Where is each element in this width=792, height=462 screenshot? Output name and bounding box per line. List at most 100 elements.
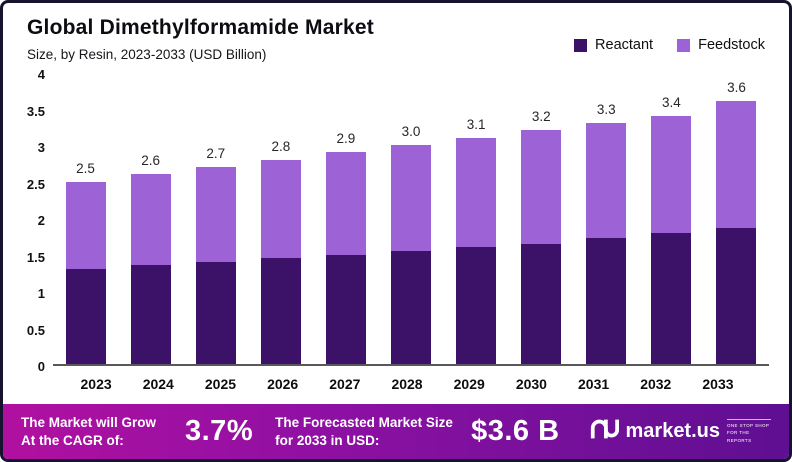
cagr-label: The Market will Grow At the CAGR of: (21, 414, 157, 448)
y-axis-tick-label: 2.5 (26, 176, 45, 192)
bar-total-label: 2.6 (141, 153, 161, 169)
bar-segment-feedstock (716, 101, 757, 228)
bar-group: 2.6 (118, 88, 183, 364)
bar-total-label: 3.1 (466, 116, 486, 132)
y-axis-tick-label: 3 (37, 140, 45, 155)
bar-segment-reactant (716, 227, 757, 364)
x-axis-label: 2032 (640, 376, 672, 392)
bar-segment-feedstock (391, 145, 432, 251)
bar-group: 2.7 (183, 88, 248, 364)
plot-row: 0 0.5 1 1.5 2 2.5 3 3.5 4 2.5 2.6 2.7 2.8 2.9 3.0 3.1 3… (15, 67, 769, 374)
x-axis-label: 2025 (204, 376, 237, 392)
x-axis-label: 2029 (453, 376, 485, 392)
bar-segment-reactant (65, 269, 106, 364)
legend-label: Reactant (595, 37, 654, 53)
x-axis-labels: 2023 2024 2025 2026 2027 2028 2029 2030 2031 2032… (65, 376, 749, 392)
y-axis: 0 0.5 1 1.5 2 2.5 3 3.5 4 (15, 67, 53, 374)
bar-group: 3.3 (574, 88, 639, 364)
bar-group: 3.2 (509, 88, 574, 364)
bar-total-label: 3.6 (727, 80, 746, 96)
footer-banner: The Market will Grow At the CAGR of: 3.7… (3, 404, 789, 459)
x-axis-label: 2024 (142, 376, 174, 392)
forecast-label: The Forecasted Market Size for 2033 in U… (275, 414, 453, 448)
x-axis-label: 2028 (391, 376, 423, 392)
x-axis-label: 2033 (702, 376, 734, 392)
forecast-value: $3.6 B (471, 415, 560, 447)
header: Global Dimethylformamide Market Size, by… (3, 3, 789, 62)
bar-group: 2.9 (313, 88, 378, 364)
bar-segment-reactant (456, 247, 497, 364)
legend-label: Feedstock (698, 37, 765, 53)
bar-stack (65, 181, 106, 364)
bar-stack (456, 137, 497, 364)
legend-item-feedstock: Feedstock (677, 28, 765, 62)
reactant-swatch-icon (574, 38, 588, 52)
market-us-logo-icon (589, 418, 619, 445)
x-axis-spacer (27, 376, 65, 392)
x-axis: 2023 2024 2025 2026 2027 2028 2029 2030 2031 2032… (15, 366, 769, 404)
bar-segment-feedstock (521, 130, 562, 244)
y-axis-tick-label: 1 (37, 286, 45, 301)
brand-logo: market.us One Stop Shop For The Reports (589, 418, 771, 445)
bar-segment-feedstock (130, 174, 171, 266)
bar-total-label: 2.8 (271, 138, 291, 154)
bar-stack (651, 115, 692, 364)
bar-stack (391, 145, 432, 364)
bar-group: 3.1 (444, 88, 509, 364)
y-axis-tick-label: 4 (37, 67, 45, 82)
y-axis-tick-label: 3.5 (26, 103, 45, 119)
bar-segment-feedstock (456, 137, 497, 248)
bar-segment-reactant (586, 238, 627, 364)
bar-group: 2.8 (248, 88, 313, 364)
bar-segment-reactant (130, 265, 171, 364)
chart-legend: Reactant Feedstock (574, 28, 765, 62)
brand-name: market.us (625, 420, 721, 442)
bar-total-label: 3.4 (662, 94, 681, 110)
bar-stack (716, 101, 757, 364)
bar-stack (521, 130, 562, 364)
title-block: Global Dimethylformamide Market Size, by… (27, 16, 374, 62)
bar-group: 2.5 (53, 88, 118, 364)
x-axis-label: 2023 (80, 376, 112, 392)
bar-stack (325, 152, 366, 364)
bar-stack (586, 123, 627, 364)
bar-total-label: 3.0 (401, 124, 421, 140)
bar-stack (130, 174, 171, 364)
bar-segment-feedstock (325, 152, 366, 255)
cagr-value: 3.7% (185, 415, 254, 447)
bar-segment-feedstock (651, 115, 692, 233)
legend-item-reactant: Reactant (574, 28, 653, 62)
bar-total-label: 2.9 (336, 131, 356, 147)
y-axis-tick-label: 0.5 (26, 322, 45, 338)
bar-total-label: 3.3 (596, 102, 616, 118)
bar-group: 3.0 (378, 88, 443, 364)
brand-tagline: One Stop Shop For The Reports (727, 419, 771, 444)
y-axis-tick-label: 2 (37, 213, 45, 228)
feedstock-swatch-icon (677, 38, 691, 52)
bar-segment-reactant (260, 258, 301, 364)
bar-total-label: 3.2 (531, 109, 551, 125)
chart-area: 0 0.5 1 1.5 2 2.5 3 3.5 4 2.5 2.6 2.7 2.8 2.9 3.0 3.1 3… (3, 62, 789, 404)
bar-segment-reactant (651, 232, 692, 364)
bar-group: 3.4 (639, 88, 704, 364)
bar-segment-reactant (325, 254, 366, 364)
bar-segment-feedstock (195, 166, 236, 262)
y-axis-tick-label: 0 (37, 359, 45, 374)
bar-segment-reactant (391, 250, 432, 364)
x-axis-label: 2026 (267, 376, 299, 392)
x-axis-label: 2031 (578, 376, 610, 392)
x-axis-label: 2030 (515, 376, 547, 392)
page-title: Global Dimethylformamide Market (27, 16, 374, 39)
bar-segment-reactant (521, 243, 562, 364)
y-axis-tick-label: 1.5 (26, 249, 45, 265)
bar-segment-feedstock (65, 181, 106, 270)
bar-segment-feedstock (260, 159, 301, 259)
bar-stack (195, 166, 236, 364)
page-subtitle: Size, by Resin, 2023-2033 (USD Billion) (27, 47, 267, 62)
x-axis-label: 2027 (329, 376, 361, 392)
bar-group: 3.6 (704, 80, 769, 364)
bar-total-label: 2.5 (76, 160, 95, 176)
bar-total-label: 2.7 (206, 145, 226, 161)
bar-segment-reactant (195, 261, 236, 364)
